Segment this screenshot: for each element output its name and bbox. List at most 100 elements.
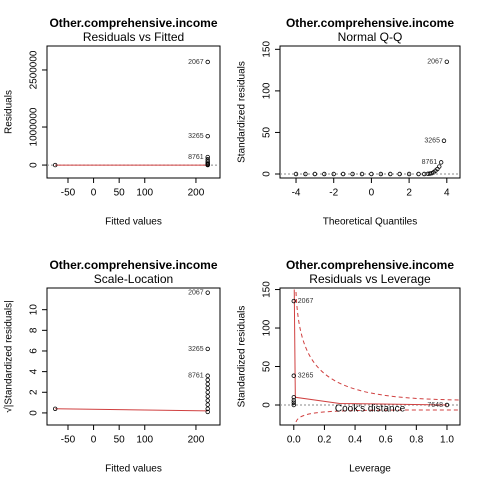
data-point xyxy=(378,171,384,177)
panel-title: Other.comprehensive.income xyxy=(49,16,217,30)
y-tick-label: 100 xyxy=(262,319,273,336)
x-tick-label: 0.2 xyxy=(317,435,331,446)
y-axis-label: Residuals xyxy=(4,90,15,134)
plot-box xyxy=(46,45,221,179)
y-tick-label: 150 xyxy=(262,281,273,298)
x-tick-label: 4 xyxy=(444,188,450,199)
point-label: 2067 xyxy=(427,59,443,66)
plot-box xyxy=(279,287,461,426)
data-point xyxy=(205,59,210,65)
x-tick-label: 0.4 xyxy=(348,435,362,446)
x-tick-label: 0 xyxy=(91,188,97,199)
x-tick-label: -4 xyxy=(292,188,301,199)
data-point xyxy=(205,377,210,383)
x-tick-label: 0.6 xyxy=(379,435,393,446)
data-point xyxy=(438,160,444,165)
x-tick-label: 100 xyxy=(136,188,153,199)
data-point xyxy=(52,406,58,411)
data-point xyxy=(331,171,336,177)
x-tick-label: -50 xyxy=(61,435,76,446)
data-point xyxy=(205,373,210,378)
point-label: 3265 xyxy=(188,133,204,140)
plot-box xyxy=(279,45,461,179)
x-tick-label: 50 xyxy=(114,435,126,446)
data-point xyxy=(205,390,210,395)
data-point xyxy=(205,402,210,407)
x-tick-label: 0.0 xyxy=(287,435,301,446)
x-tick-label: 50 xyxy=(114,188,126,199)
x-axis-label: Fitted values xyxy=(105,217,162,228)
data-point xyxy=(312,171,318,177)
data-point xyxy=(427,171,433,176)
data-point xyxy=(205,381,210,387)
data-point xyxy=(205,398,210,403)
data-point xyxy=(444,59,450,64)
data-point xyxy=(437,164,442,169)
data-point xyxy=(388,171,393,177)
y-tick-label: 0 xyxy=(29,410,40,416)
data-point xyxy=(291,402,296,408)
plot-box xyxy=(46,287,221,426)
data-point xyxy=(205,406,210,411)
y-tick-label: 1000000 xyxy=(29,107,40,146)
x-tick-label: 1.0 xyxy=(440,435,454,446)
data-point xyxy=(350,171,355,177)
data-point xyxy=(441,138,447,143)
y-tick-label: 6 xyxy=(29,348,40,354)
data-point xyxy=(369,171,374,177)
y-tick-label: 4 xyxy=(29,368,40,374)
x-tick-label: 2 xyxy=(406,188,412,199)
data-point xyxy=(291,298,296,304)
smooth-line xyxy=(293,289,447,406)
y-tick-label: 150 xyxy=(262,41,273,58)
x-tick-label: 100 xyxy=(136,435,153,446)
data-point xyxy=(291,398,296,403)
y-axis-label: Standardized residuals xyxy=(237,61,248,163)
x-axis-label: Theoretical Quantiles xyxy=(323,217,418,228)
annotation: Cook's distance xyxy=(335,404,406,415)
panel-subtitle: Scale-Location xyxy=(94,272,173,286)
cooks-contour xyxy=(295,291,461,401)
data-point xyxy=(303,171,308,177)
y-tick-label: 50 xyxy=(262,361,273,373)
x-tick-label: 0.8 xyxy=(409,435,423,446)
data-point xyxy=(416,171,421,177)
point-label: 8761 xyxy=(188,373,204,380)
point-label: 2067 xyxy=(298,298,314,305)
point-label: 8761 xyxy=(188,154,204,161)
data-point xyxy=(291,395,296,400)
point-label: 8761 xyxy=(422,159,438,166)
panel-title: Other.comprehensive.income xyxy=(286,258,454,272)
y-tick-label: 0 xyxy=(29,162,40,168)
smooth-line xyxy=(55,408,208,412)
y-tick-label: 10 xyxy=(29,304,40,316)
y-axis-label: √|Standardized residuals| xyxy=(3,300,15,412)
panel-subtitle: Residuals vs Leverage xyxy=(309,272,431,286)
data-point xyxy=(291,400,296,405)
data-point xyxy=(444,402,450,408)
data-point xyxy=(205,290,210,295)
cooks-contour xyxy=(295,409,461,423)
data-point xyxy=(205,162,210,168)
x-tick-label: 200 xyxy=(188,188,205,199)
y-tick-label: 100 xyxy=(262,82,273,99)
data-point xyxy=(291,373,296,378)
y-tick-label: 2500000 xyxy=(29,50,40,89)
panel-title: Other.comprehensive.income xyxy=(286,16,454,30)
data-point xyxy=(406,171,412,177)
panel-subtitle: Normal Q-Q xyxy=(338,30,403,44)
panel-title: Other.comprehensive.income xyxy=(49,258,217,272)
x-tick-label: 0 xyxy=(369,188,375,199)
y-tick-label: 50 xyxy=(262,126,273,138)
panel-subtitle: Residuals vs Fitted xyxy=(83,30,184,44)
point-label: 7648 xyxy=(427,402,443,409)
data-point xyxy=(205,409,210,415)
data-point xyxy=(359,171,365,177)
data-point xyxy=(205,133,210,139)
data-point xyxy=(205,154,210,160)
point-label: 2067 xyxy=(188,289,204,296)
x-tick-label: 200 xyxy=(188,435,205,446)
y-tick-label: 8 xyxy=(29,327,40,333)
x-tick-label: 0 xyxy=(91,435,97,446)
